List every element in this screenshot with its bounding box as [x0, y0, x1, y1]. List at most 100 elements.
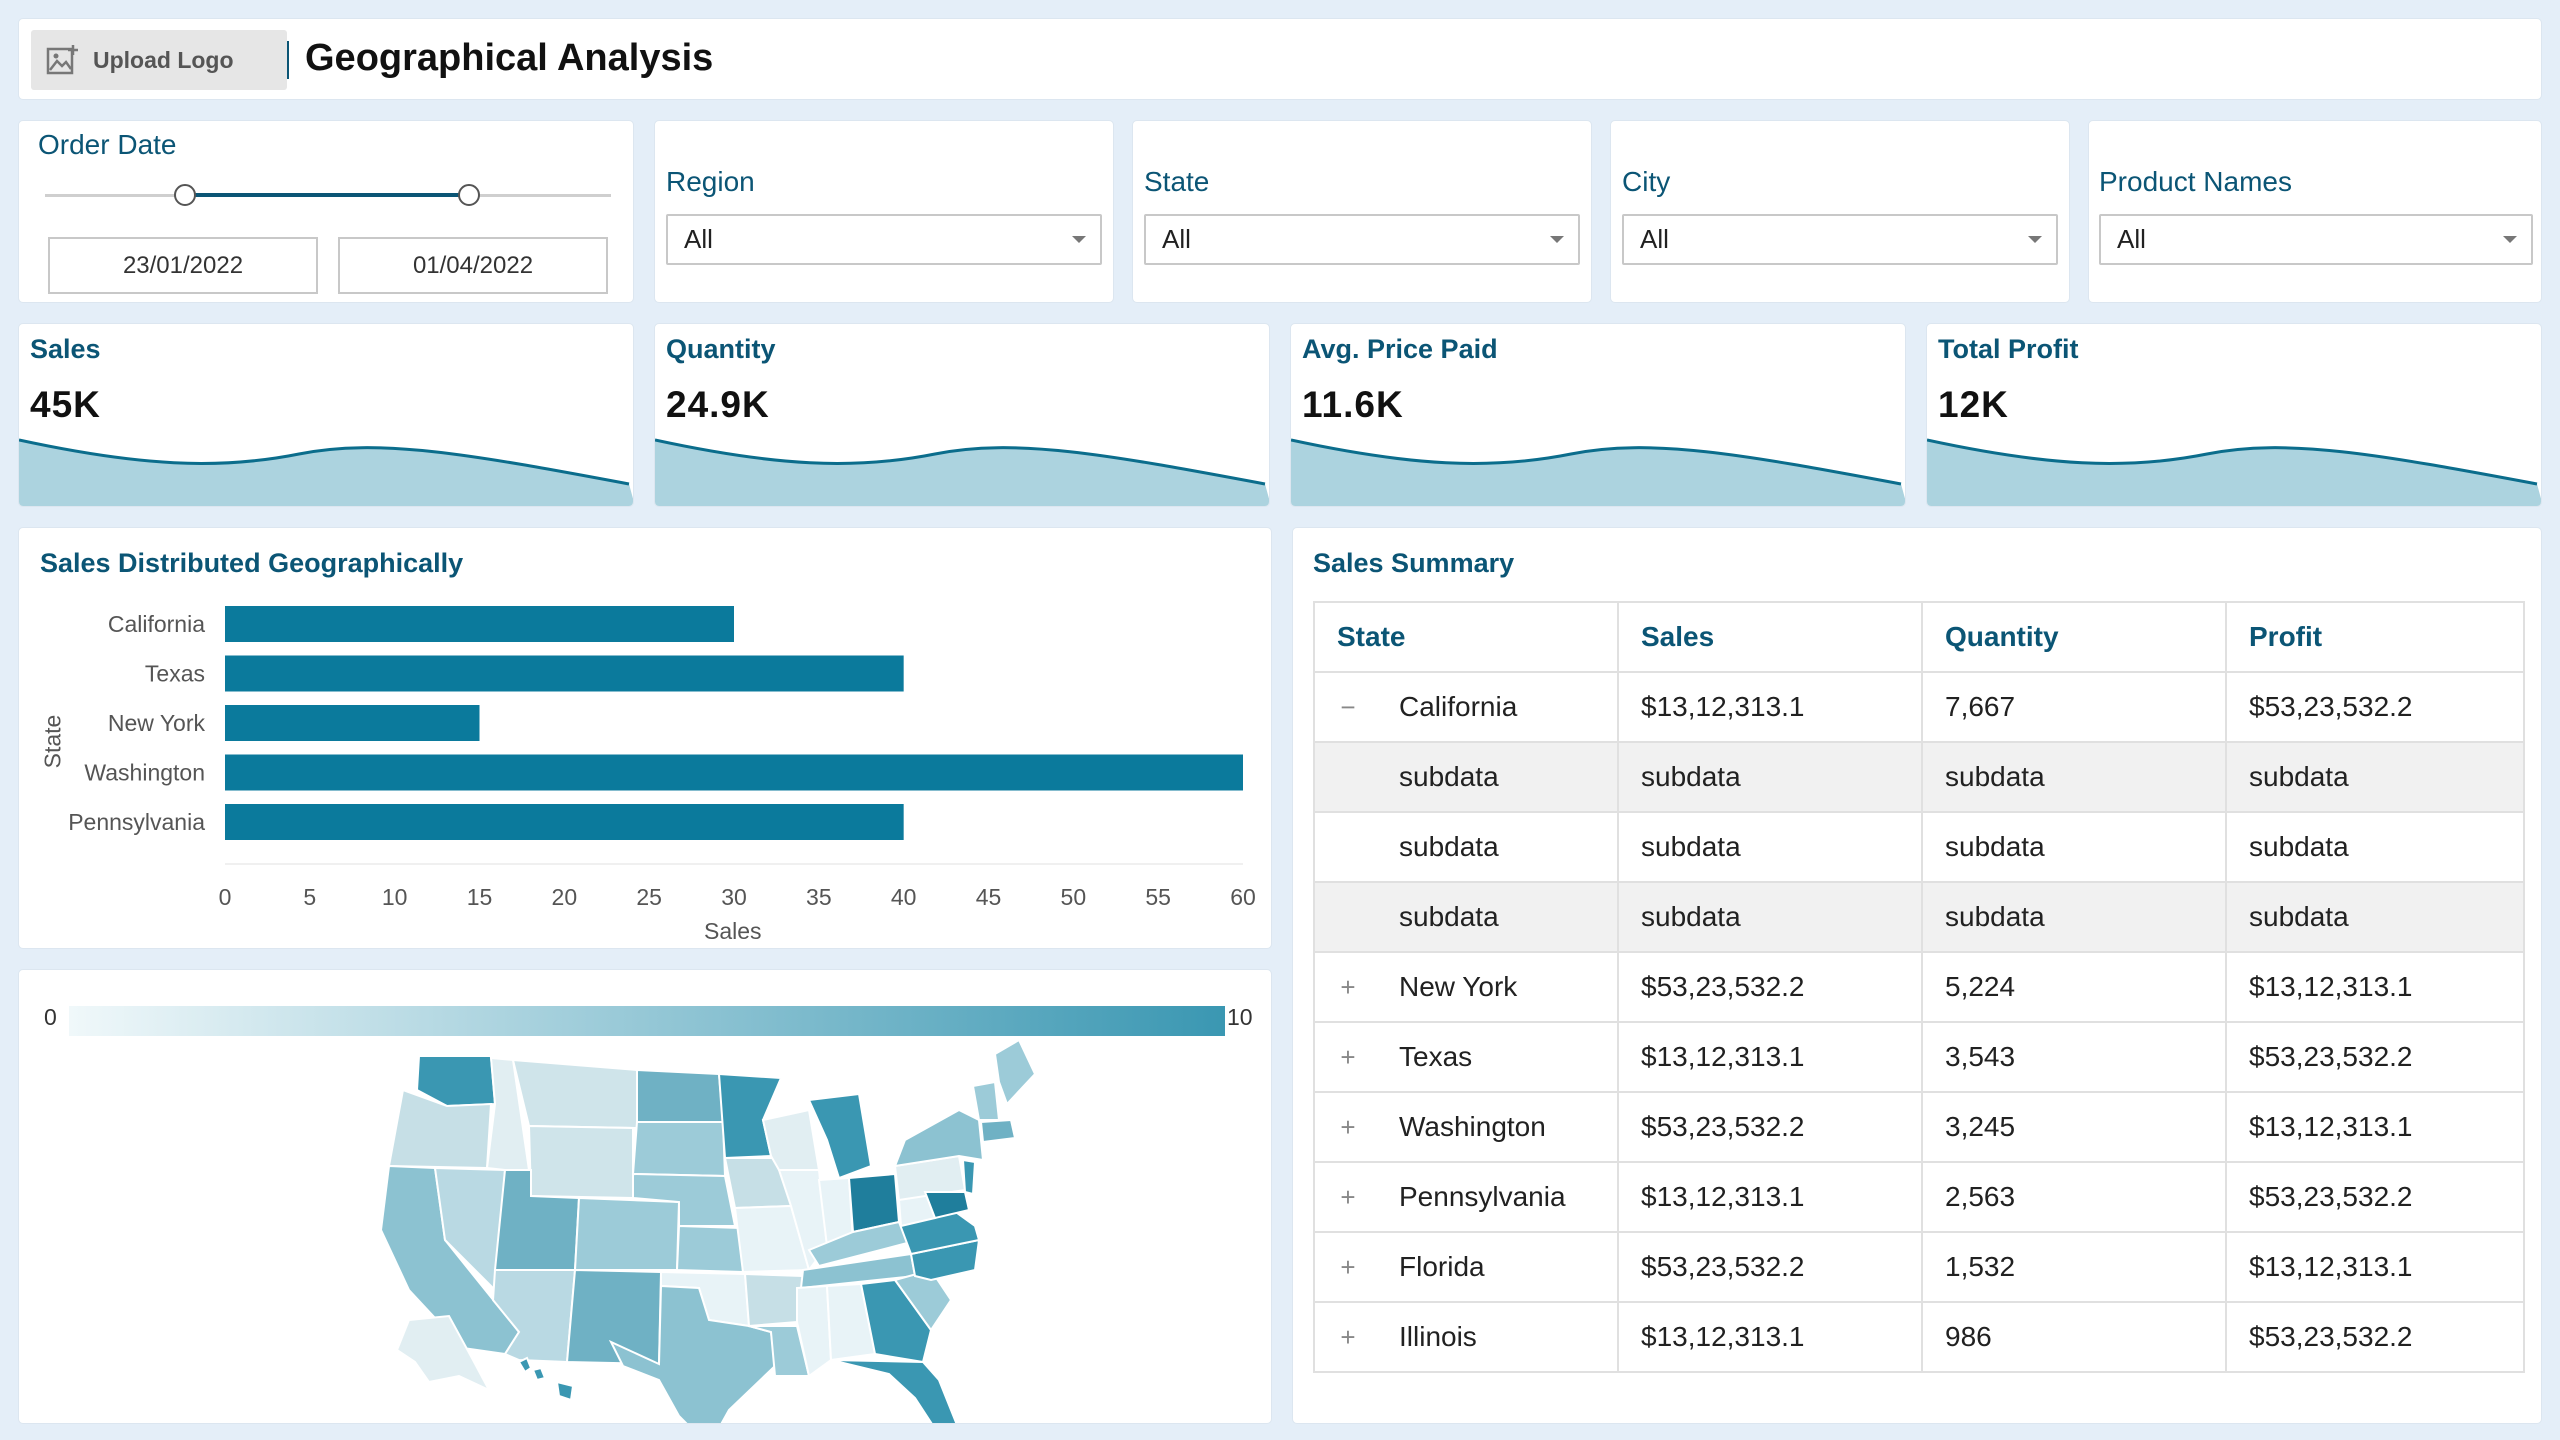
- cell-state: subdata: [1313, 811, 1619, 883]
- x-tick-label: 55: [1145, 884, 1171, 910]
- bar-pennsylvania[interactable]: [225, 804, 904, 840]
- sales-summary-table: State Sales Quantity Profit − California $…: [1313, 601, 2525, 1373]
- map-state-hawaii[interactable]: [517, 1356, 575, 1402]
- map-state-mississippi[interactable]: [796, 1284, 833, 1378]
- cell-sales: $53,23,532.2: [1617, 951, 1923, 1023]
- kpi-card-quantity: Quantity 24.9K: [654, 323, 1270, 507]
- bar-texas[interactable]: [225, 655, 904, 692]
- expand-row-icon[interactable]: +: [1340, 972, 1356, 1002]
- column-header-state[interactable]: State: [1313, 601, 1619, 673]
- map-legend-max: 10: [1227, 1004, 1253, 1030]
- bar-chart-title: Sales Distributed Geographically: [40, 548, 464, 578]
- chevron-down-icon: [1072, 236, 1086, 243]
- state-name: subdata: [1399, 831, 1499, 862]
- x-tick-label: 60: [1230, 884, 1256, 910]
- table-subrow: subdata subdata subdata subdata: [1313, 881, 2525, 953]
- map-state-georgia[interactable]: [859, 1278, 933, 1364]
- expand-row-icon[interactable]: +: [1340, 1042, 1356, 1072]
- column-header-quantity[interactable]: Quantity: [1921, 601, 2227, 673]
- map-state-vermont-nh[interactable]: [971, 1080, 1001, 1121]
- state-filter: State All: [1132, 120, 1592, 303]
- table-subrow: subdata subdata subdata subdata: [1313, 741, 2525, 813]
- product-names-label: Product Names: [2099, 166, 2292, 197]
- state-name: New York: [1399, 971, 1518, 1002]
- date-slider-end-handle[interactable]: [458, 184, 480, 206]
- title-divider: [287, 41, 289, 79]
- kpi-label: Sales: [30, 334, 101, 364]
- bar-california[interactable]: [225, 606, 734, 642]
- cell-quantity: 986: [1921, 1301, 2227, 1373]
- cell-quantity: 3,543: [1921, 1021, 2227, 1093]
- map-state-texas[interactable]: [608, 1284, 777, 1424]
- table-row: + Illinois $13,12,313.1 986 $53,23,532.2: [1313, 1301, 2525, 1373]
- map-state-michigan[interactable]: [807, 1092, 873, 1180]
- column-header-profit[interactable]: Profit: [2225, 601, 2525, 673]
- collapse-row-icon[interactable]: −: [1340, 692, 1356, 722]
- cell-state: + Texas: [1313, 1021, 1619, 1093]
- cell-quantity: subdata: [1921, 881, 2227, 953]
- map-state-new-york[interactable]: [893, 1108, 985, 1168]
- cell-sales: $13,12,313.1: [1617, 1301, 1923, 1373]
- map-state-montana[interactable]: [511, 1058, 638, 1130]
- map-state-oregon[interactable]: [387, 1088, 493, 1170]
- table-row: + Texas $13,12,313.1 3,543 $53,23,532.2: [1313, 1021, 2525, 1093]
- upload-logo-button[interactable]: Upload Logo: [31, 30, 287, 90]
- cell-quantity: subdata: [1921, 811, 2227, 883]
- kpi-label: Avg. Price Paid: [1302, 334, 1498, 364]
- x-tick-label: 20: [552, 884, 578, 910]
- product-names-dropdown[interactable]: All: [2099, 214, 2533, 265]
- expand-row-icon[interactable]: +: [1340, 1182, 1356, 1212]
- cell-sales: $13,12,313.1: [1617, 1021, 1923, 1093]
- us-choropleth-map[interactable]: [19, 970, 1272, 1424]
- state-name: Washington: [1399, 1111, 1546, 1142]
- cell-state: + Illinois: [1313, 1301, 1619, 1373]
- expand-row-icon[interactable]: +: [1340, 1322, 1356, 1352]
- city-filter: City All: [1610, 120, 2070, 303]
- state-name: Texas: [1399, 1041, 1473, 1072]
- cell-quantity: 2,563: [1921, 1161, 2227, 1233]
- map-state-arkansas[interactable]: [743, 1272, 805, 1328]
- sparkline: [1927, 438, 2541, 506]
- map-state-maine[interactable]: [993, 1038, 1037, 1106]
- map-state-south-dakota[interactable]: [631, 1121, 727, 1178]
- city-dropdown[interactable]: All: [1622, 214, 2058, 265]
- x-tick-label: 50: [1061, 884, 1087, 910]
- product-names-value: All: [2117, 224, 2146, 254]
- date-slider-start-handle[interactable]: [174, 184, 196, 206]
- start-date-input[interactable]: 23/01/2022: [48, 237, 318, 294]
- cell-profit: $13,12,313.1: [2225, 1231, 2525, 1303]
- map-state-new-jersey[interactable]: [961, 1158, 977, 1196]
- state-name: Illinois: [1399, 1321, 1477, 1352]
- expand-row-icon[interactable]: +: [1340, 1112, 1356, 1142]
- map-state-wyoming[interactable]: [527, 1124, 634, 1200]
- region-label: Region: [666, 166, 755, 197]
- map-state-kansas[interactable]: [675, 1224, 745, 1274]
- map-state-florida[interactable]: [830, 1359, 959, 1424]
- table-row: + Florida $53,23,532.2 1,532 $13,12,313.1: [1313, 1231, 2525, 1303]
- column-header-sales[interactable]: Sales: [1617, 601, 1923, 673]
- region-dropdown[interactable]: All: [666, 214, 1102, 265]
- kpi-value: 11.6K: [1302, 384, 1404, 425]
- kpi-card-total-profit: Total Profit 12K: [1926, 323, 2542, 507]
- kpi-value: 45K: [30, 384, 101, 425]
- x-tick-label: 0: [219, 884, 232, 910]
- kpi-label: Quantity: [666, 334, 776, 364]
- date-slider-range: [185, 193, 469, 197]
- map-legend-gradient: [69, 1006, 1225, 1036]
- map-state-colorado[interactable]: [573, 1196, 681, 1271]
- map-state-north-dakota[interactable]: [636, 1068, 725, 1123]
- expand-row-icon[interactable]: +: [1340, 1252, 1356, 1282]
- map-state-massachusetts[interactable]: [979, 1118, 1017, 1144]
- order-date-label: Order Date: [38, 129, 177, 160]
- map-state-maryland[interactable]: [923, 1191, 971, 1220]
- map-state-louisiana[interactable]: [748, 1325, 811, 1377]
- chevron-down-icon: [2503, 236, 2517, 243]
- bar-washington[interactable]: [225, 754, 1243, 791]
- state-dropdown[interactable]: All: [1144, 214, 1580, 265]
- x-tick-label: 5: [303, 884, 316, 910]
- cell-state: + Florida: [1313, 1231, 1619, 1303]
- end-date-input[interactable]: 01/04/2022: [338, 237, 608, 294]
- bar-new-york[interactable]: [225, 705, 480, 741]
- map-state-alaska[interactable]: [395, 1314, 492, 1393]
- cell-quantity: 3,245: [1921, 1091, 2227, 1163]
